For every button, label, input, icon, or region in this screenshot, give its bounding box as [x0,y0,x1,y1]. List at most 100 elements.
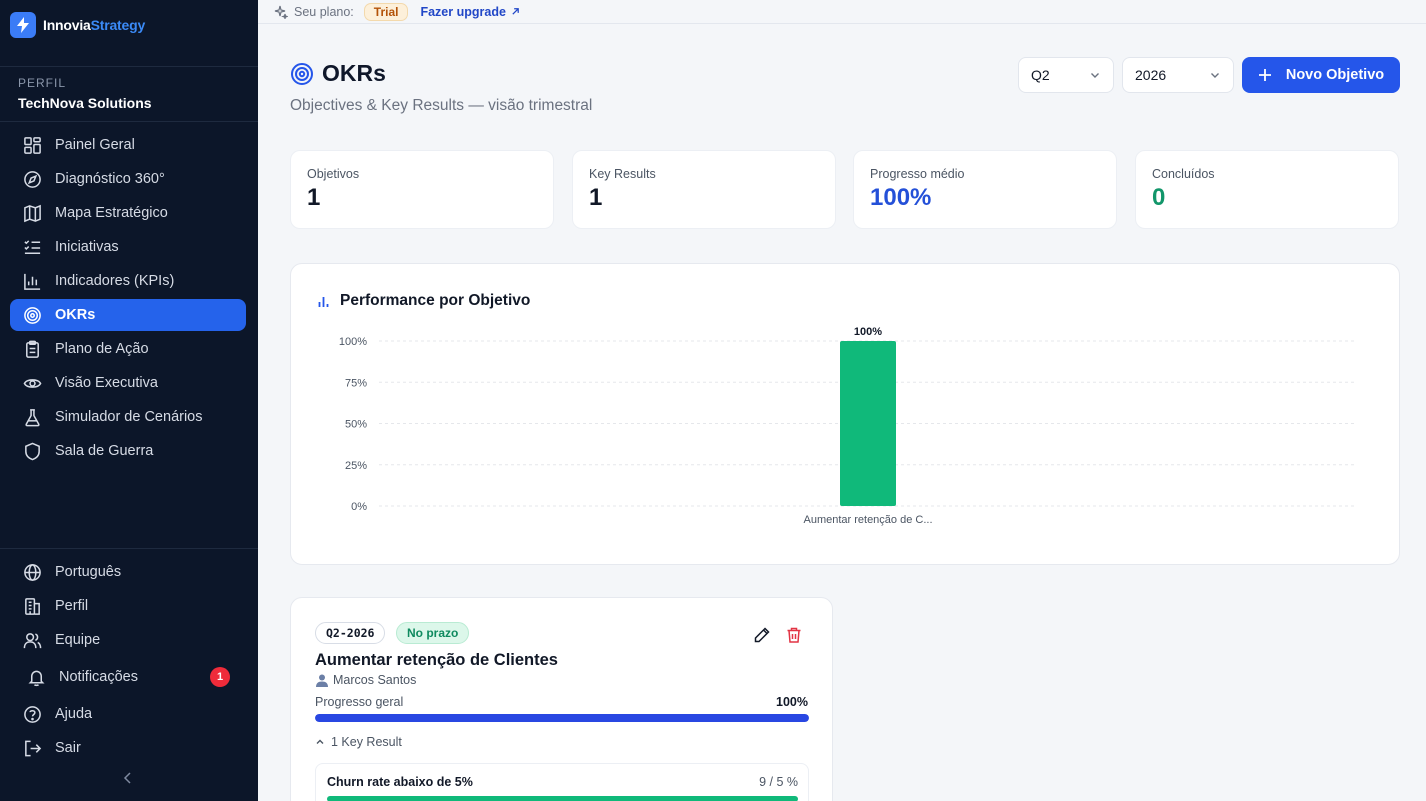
y-tick-label: 100% [339,336,367,348]
nav-item-label: Ajuda [55,706,93,722]
chevron-up-icon [316,739,324,744]
stat-value: 1 [589,184,603,211]
page-subtitle: Objectives & Key Results — visão trimest… [290,97,593,114]
notification-count-badge: 1 [210,667,230,687]
nav-item-diagnostico[interactable]: Diagnóstico 360° [10,163,246,195]
upgrade-link[interactable]: Fazer upgrade [420,5,519,19]
nav-item-sair[interactable]: Sair [10,732,246,764]
bar-chart-icon [318,296,329,307]
external-arrow-icon [512,8,519,15]
bar-value-label: 100% [854,326,882,338]
sidebar-divider [0,66,258,67]
nav-item-label: Iniciativas [55,239,119,255]
stat-label: Objetivos [307,167,360,181]
nav-item-label: Português [55,564,122,580]
profile-label: PERFIL [18,76,67,90]
key-results-toggle[interactable]: 1 Key Result [315,735,402,749]
page-title-text: OKRs [322,60,386,86]
nav-item-label: Equipe [55,632,101,648]
progress-bar-fill [315,714,809,722]
nav-item-indicadores[interactable]: Indicadores (KPIs) [10,265,246,297]
period-badge: Q2-2026 [315,622,386,644]
nav-item-ajuda[interactable]: Ajuda [10,698,246,730]
nav-item-equipe[interactable]: Equipe [10,624,246,656]
sidebar-divider [0,548,258,549]
new-objective-button[interactable]: Novo Objetivo [1242,57,1400,93]
stat-value: 0 [1152,184,1166,211]
nav-item-label: Simulador de Cenários [55,409,203,425]
nav-item-simulador[interactable]: Simulador de Cenários [10,401,246,433]
stat-card-progresso-medio: Progresso médio 100% [853,150,1117,229]
key-result-name: Churn rate abaixo de 5% [327,775,473,789]
status-badge: No prazo [396,622,470,644]
logout-icon [25,740,42,756]
progress-value: 100% [776,695,808,709]
map-icon [24,204,41,222]
owner-name: Marcos Santos [333,673,417,687]
nav-item-language[interactable]: Português [10,556,246,588]
nav-item-label: Painel Geral [55,137,135,153]
edit-pencil-icon[interactable] [753,626,771,644]
nav-item-label: Indicadores (KPIs) [55,273,175,289]
year-select[interactable]: 2026 [1122,57,1234,93]
quarter-value: Q2 [1031,67,1050,83]
performance-chart: 0% 25% 50% 75% 100% 100% Aumentar retenção de … [339,326,1357,526]
users-icon [23,632,42,648]
nav-item-label: Plano de Ação [55,341,149,357]
nav-item-mapa-estrategico[interactable]: Mapa Estratégico [10,197,246,229]
nav-item-label: Sala de Guerra [55,443,154,459]
nav-item-visao-executiva[interactable]: Visão Executiva [10,367,246,399]
page-title: OKRs [290,60,386,87]
sparkles-icon [274,5,288,19]
key-result-value: 9 / 5 % [759,775,798,789]
chart-title-text: Performance por Objetivo [340,292,531,309]
bell-icon [28,670,45,686]
y-tick-label: 75% [345,377,367,389]
brand-name-second: Strategy [90,17,146,33]
lightning-logo-icon [10,12,36,38]
key-results-toggle-label: 1 Key Result [331,735,402,749]
main-nav: Painel Geral Diagnóstico 360° Mapa Estra… [10,129,246,469]
stat-card-objetivos: Objetivos 1 [290,150,554,229]
y-tick-label: 25% [345,460,367,472]
stat-label: Concluídos [1152,167,1215,181]
nav-item-label: OKRs [55,307,96,323]
user-icon [316,674,328,687]
new-objective-label: Novo Objetivo [1285,67,1385,83]
plan-bar: Seu plano: Trial Fazer upgrade [258,0,1426,24]
bar [840,341,896,506]
chart-title: Performance por Objetivo [317,292,530,310]
brand[interactable]: InnoviaStrategy [10,12,145,38]
performance-chart-card: Performance por Objetivo 0% 25% 50% 75% 100%… [290,263,1400,565]
brand-name-first: Innovia [43,17,91,33]
objective-owner: Marcos Santos [315,673,416,687]
list-check-icon [24,239,41,254]
key-result-row[interactable]: Churn rate abaixo de 5% 9 / 5 % [315,763,809,801]
nav-item-iniciativas[interactable]: Iniciativas [10,231,246,263]
nav-item-notificacoes[interactable]: Notificações 1 [10,658,246,696]
delete-trash-icon[interactable] [785,626,803,644]
nav-item-okrs[interactable]: OKRs [10,299,246,331]
help-icon [24,705,41,723]
stat-card-concluidos: Concluídos 0 [1135,150,1399,229]
nav-item-label: Visão Executiva [55,375,158,391]
nav-item-label: Sair [55,740,81,756]
y-tick-label: 50% [345,419,367,431]
nav-item-plano-de-acao[interactable]: Plano de Ação [10,333,246,365]
profile-name[interactable]: TechNova Solutions [18,95,152,111]
nav-item-sala-de-guerra[interactable]: Sala de Guerra [10,435,246,467]
flask-icon [25,408,40,426]
nav-item-label: Perfil [55,598,89,614]
stat-card-key-results: Key Results 1 [572,150,836,229]
nav-item-painel-geral[interactable]: Painel Geral [10,129,246,161]
target-icon [291,62,313,85]
collapse-sidebar-icon[interactable] [120,770,136,786]
chevron-down-icon [1091,73,1099,78]
stat-label: Key Results [589,167,656,181]
nav-item-perfil[interactable]: Perfil [10,590,246,622]
nav-item-label: Notificações [59,669,138,685]
quarter-select[interactable]: Q2 [1018,57,1114,93]
key-result-progress-bar [327,796,798,801]
nav-item-label: Diagnóstico 360° [55,171,165,187]
plus-icon [1258,69,1271,81]
